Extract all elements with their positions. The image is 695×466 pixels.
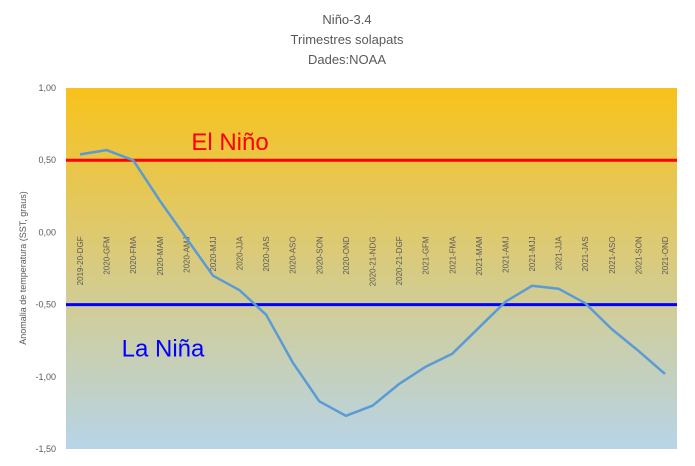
x-tick-label: 2021-MJJ: [528, 236, 537, 271]
threshold-label: El Niño: [191, 129, 268, 156]
x-tick-label: 2021-JAS: [581, 236, 590, 271]
plot-area-background: [66, 88, 677, 449]
series-line: [79, 148, 666, 418]
x-axis-ticks: 2019-20-DGF 2020-GFM 2020-FMA 2020-MAM 2020-…: [76, 236, 670, 286]
x-tick-label: 2021-AMJ: [501, 236, 510, 272]
y-tick-label: -0,50: [35, 300, 56, 310]
x-tick-label: 2020-JAS: [262, 236, 271, 271]
x-tick-label: 2020-MAM: [156, 236, 165, 275]
threshold-label: La Niña: [122, 336, 205, 363]
y-axis-ticks: 1,00 0,50 0,00 -0,50 -1,00 -1,50: [35, 83, 56, 454]
y-tick-label: -1,00: [35, 372, 56, 382]
y-tick-label: 0,00: [38, 227, 56, 237]
x-tick-label: 2021-GFM: [422, 236, 431, 275]
x-tick-label: 2021-SON: [634, 236, 643, 274]
y-tick-label: 1,00: [38, 83, 56, 93]
x-tick-label: 2020-JJA: [236, 236, 245, 270]
x-tick-label: 2019-20-DGF: [76, 236, 85, 285]
x-tick-label: 2020-OND: [342, 236, 351, 274]
series-group: [79, 148, 666, 418]
x-tick-label: 2020-AMJ: [182, 236, 191, 272]
x-tick-label: 2020-MJJ: [209, 236, 218, 271]
x-tick-label: 2021-OND: [661, 236, 670, 274]
chart-title-line-3: Dades:NOAA: [308, 52, 386, 67]
x-tick-label: 2020-FMA: [129, 236, 138, 274]
chart-title-line-1: Niño-3.4: [322, 12, 371, 27]
x-tick-label: 2020-GFM: [103, 236, 112, 275]
chart-title-line-2: Trimestres solapats: [291, 32, 404, 47]
x-tick-label: 2020-SON: [315, 236, 324, 274]
x-tick-label: 2021-ASO: [608, 236, 617, 273]
chart-title: Niño-3.4 Trimestres solapats Dades:NOAA: [291, 12, 404, 67]
x-tick-label: 2020-21-DGF: [395, 236, 404, 285]
y-tick-label: 0,50: [38, 155, 56, 165]
y-tick-label: -1,50: [35, 444, 56, 454]
x-tick-label: 2021-FMA: [448, 236, 457, 274]
x-tick-label: 2021-MAM: [475, 236, 484, 275]
x-tick-label: 2020-ASO: [289, 236, 298, 273]
y-axis-label: Anomalia de temperatura (SST, graus): [18, 191, 28, 345]
x-tick-label: 2020-21-NDG: [369, 236, 378, 286]
threshold-lines: El Niño La Niña: [66, 129, 677, 363]
x-tick-label: 2021-JJA: [555, 236, 564, 270]
